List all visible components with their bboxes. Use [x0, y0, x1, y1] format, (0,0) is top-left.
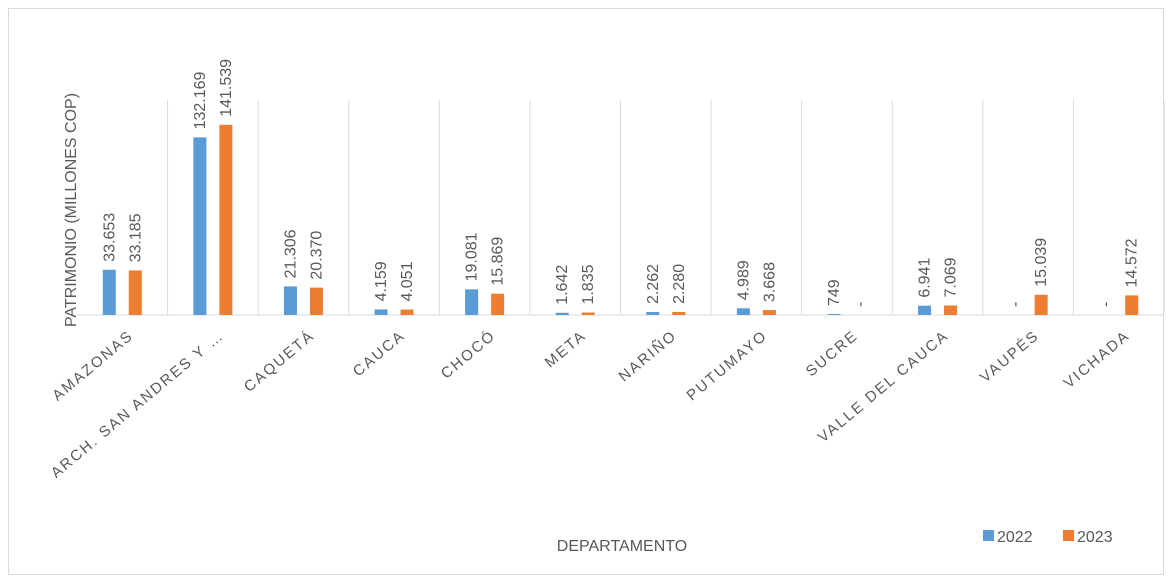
- data-label: 2.262: [645, 264, 662, 304]
- legend-label: 2023: [1077, 529, 1113, 546]
- bar: [128, 270, 142, 315]
- bar: [736, 308, 750, 315]
- bar: [646, 311, 660, 315]
- bar: [219, 124, 233, 315]
- data-label: 7.069: [943, 257, 960, 297]
- bar: [374, 309, 388, 315]
- data-label: 15.039: [1033, 238, 1050, 287]
- bar: [491, 293, 505, 315]
- bar: [581, 312, 595, 315]
- data-label: 132.169: [192, 71, 209, 129]
- bar: [827, 313, 841, 315]
- data-label: 1.642: [554, 265, 571, 305]
- bar: [762, 310, 776, 315]
- bar: [465, 289, 479, 315]
- bar: [1125, 295, 1139, 315]
- data-label: 20.370: [308, 231, 325, 280]
- data-label: 15.869: [490, 237, 507, 286]
- data-label: 33.653: [101, 213, 118, 262]
- legend-label: 2022: [997, 529, 1033, 546]
- data-label: 19.081: [464, 232, 481, 281]
- data-label: 4.051: [399, 261, 416, 301]
- y-axis-title: PATRIMONIO (MILLONES COP): [63, 93, 80, 327]
- bar: [672, 311, 686, 315]
- legend-swatch: [1063, 530, 1074, 541]
- data-label: -: [1098, 302, 1115, 307]
- bar: [400, 309, 414, 315]
- bar: [309, 287, 323, 315]
- data-label: 749: [826, 279, 843, 306]
- bar: [918, 305, 932, 315]
- data-label: 141.539: [218, 59, 235, 117]
- data-label: 14.572: [1124, 238, 1141, 287]
- bar: [102, 269, 116, 315]
- data-label: 6.941: [917, 258, 934, 298]
- bar: [555, 312, 569, 315]
- data-label: 33.185: [127, 213, 144, 262]
- data-label: 1.835: [580, 264, 597, 304]
- bar: [283, 286, 297, 315]
- bar: [944, 305, 958, 315]
- bar: [193, 137, 207, 315]
- data-label: 3.668: [761, 262, 778, 302]
- data-label: 4.989: [735, 260, 752, 300]
- legend-swatch: [983, 530, 994, 541]
- data-label: -: [852, 302, 869, 307]
- data-label: -: [1007, 302, 1024, 307]
- bar: [1034, 294, 1048, 315]
- data-label: 2.280: [671, 264, 688, 304]
- data-label: 4.159: [373, 261, 390, 301]
- x-axis-title: DEPARTAMENTO: [557, 538, 687, 555]
- data-label: 21.306: [282, 229, 299, 278]
